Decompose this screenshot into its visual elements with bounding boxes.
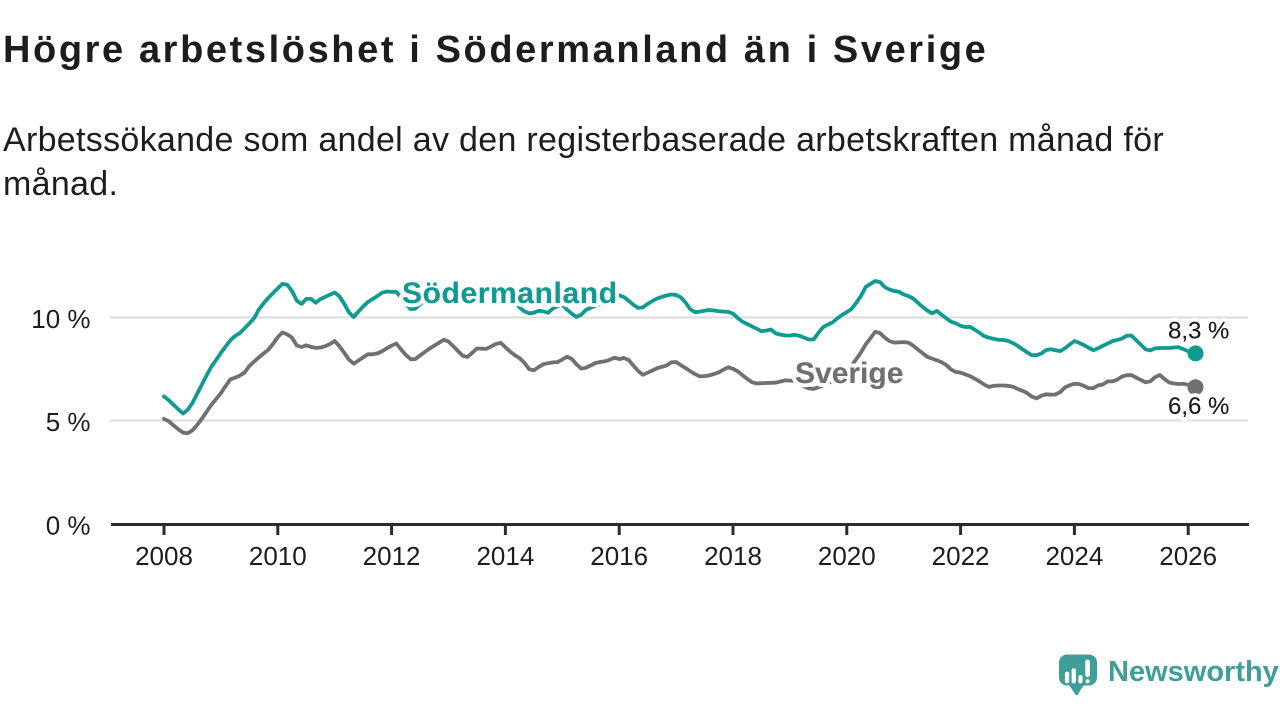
svg-text:2014: 2014	[476, 541, 534, 571]
svg-text:2022: 2022	[932, 541, 990, 571]
svg-text:2010: 2010	[249, 541, 307, 571]
svg-text:6,6 %: 6,6 %	[1168, 393, 1229, 420]
svg-text:2008: 2008	[135, 541, 193, 571]
svg-text:2026: 2026	[1159, 541, 1217, 571]
svg-text:0 %: 0 %	[46, 511, 91, 541]
svg-text:2016: 2016	[590, 541, 648, 571]
svg-text:Södermanland: Södermanland	[402, 277, 618, 310]
svg-text:10 %: 10 %	[31, 304, 90, 334]
svg-text:5 %: 5 %	[46, 407, 91, 437]
svg-text:8,3 %: 8,3 %	[1168, 318, 1229, 345]
svg-text:8,3 %: 8,3 %	[1168, 318, 1229, 345]
svg-text:Newsworthy: Newsworthy	[1108, 656, 1279, 688]
svg-text:6,6 %: 6,6 %	[1168, 393, 1229, 420]
svg-text:Sverige: Sverige	[795, 357, 903, 390]
svg-text:2018: 2018	[704, 541, 762, 571]
svg-text:Sverige: Sverige	[795, 357, 903, 390]
svg-text:2020: 2020	[818, 541, 876, 571]
svg-text:Södermanland: Södermanland	[402, 277, 618, 310]
svg-text:2024: 2024	[1045, 541, 1103, 571]
svg-text:2012: 2012	[363, 541, 421, 571]
